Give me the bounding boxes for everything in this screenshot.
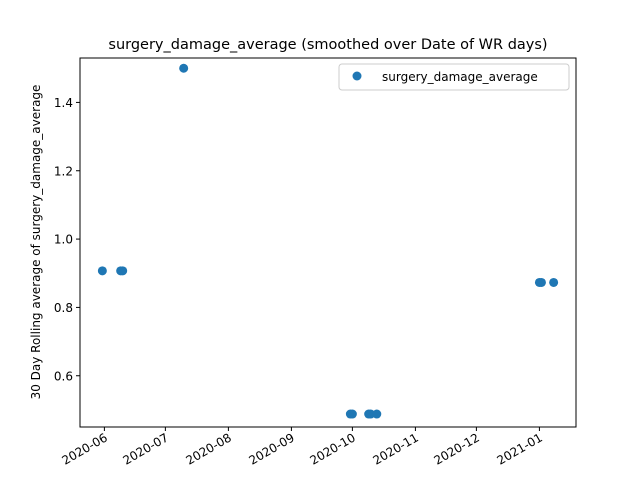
- legend-box: [338, 63, 570, 91]
- y-axis-label: 30 Day Rolling average of surgery_damage…: [29, 85, 43, 400]
- legend-marker: [352, 71, 362, 81]
- y-axis-ticks: 0.6 0.8 1.0 1.2 1.4: [54, 96, 80, 383]
- y-tick-label: 1.0: [54, 233, 73, 247]
- scatter-point: [97, 266, 107, 276]
- scatter-point: [372, 409, 382, 419]
- legend-label: surgery_damage_average: [382, 70, 538, 84]
- y-tick-label: 1.4: [54, 96, 73, 110]
- scatter-point: [549, 277, 559, 287]
- scatter-point: [347, 409, 357, 419]
- legend: surgery_damage_average: [338, 63, 570, 91]
- scatter-point: [536, 277, 546, 287]
- plot-area-frame: [79, 57, 577, 428]
- y-tick-label: 0.8: [54, 301, 73, 315]
- scatter-point: [118, 266, 128, 276]
- chart-title: surgery_damage_average (smoothed over Da…: [108, 37, 547, 53]
- y-tick-label: 0.6: [54, 369, 73, 383]
- y-tick-label: 1.2: [54, 164, 73, 178]
- data-points: [97, 63, 559, 419]
- scatter-point: [179, 63, 189, 73]
